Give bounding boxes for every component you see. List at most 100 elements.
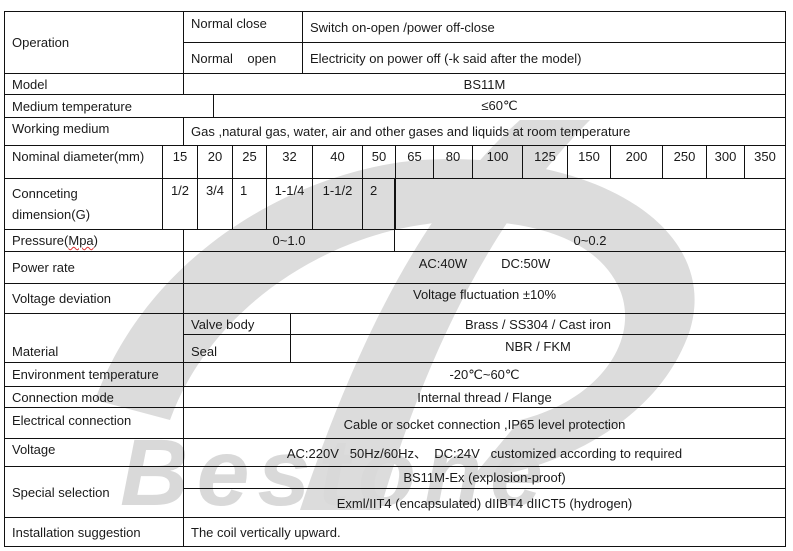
medium-temperature-value: ≤60℃	[213, 94, 786, 118]
label-unit: Mpa	[68, 233, 94, 248]
nominal-diameter-cell: 40	[312, 145, 363, 179]
nominal-diameter-cell: 250	[662, 145, 707, 179]
nominal-diameter-cell: 20	[197, 145, 233, 179]
connecting-dimension-empty	[394, 178, 786, 230]
label-text: Environment temperature	[12, 367, 159, 382]
voltage-deviation-label: Voltage deviation	[4, 283, 184, 314]
installation-label: Installation suggestion	[4, 517, 184, 547]
environment-temperature-value: -20℃~60℃	[183, 362, 786, 387]
voltage-value: AC:220V 50Hz/60Hz、 DC:24V customized acc…	[183, 438, 786, 467]
label-text: Normal open	[191, 50, 277, 66]
value-text: Switch on-open /power off-close	[310, 19, 495, 35]
nominal-diameter-cell: 300	[706, 145, 745, 179]
label-suffix: )	[93, 233, 98, 248]
nominal-diameter-cell: 200	[610, 145, 663, 179]
label-text: Connection mode	[12, 389, 114, 405]
connecting-dimension-cell: 2	[362, 178, 396, 230]
cell-text: 1/2	[170, 183, 190, 198]
normal-close-value: Switch on-open /power off-close	[302, 11, 786, 43]
value-text: ≤60℃	[481, 98, 518, 113]
value-text: Exml/IIT4 (encapsulated) dIIBT4 dIICT5 (…	[336, 495, 633, 511]
cell-text: 250	[673, 149, 696, 164]
watermark-d-shape	[95, 159, 695, 481]
label-text: Nominal diameter(mm)	[12, 149, 145, 164]
label-text: Voltage	[12, 442, 56, 457]
nominal-diameter-label: Nominal diameter(mm)	[4, 145, 163, 179]
cell-text: 3/4	[205, 183, 225, 198]
cell-text: 350	[754, 149, 776, 164]
nominal-diameter-cell: 65	[395, 145, 434, 179]
cell-text: 15	[172, 149, 188, 164]
cell-text: 65	[407, 149, 422, 164]
nominal-diameter-cell: 350	[744, 145, 786, 179]
cell-text: 300	[714, 149, 737, 164]
normal-close-label: Normal close	[183, 11, 303, 43]
environment-temperature-label: Environment temperature	[4, 362, 184, 387]
special-selection-option2: Exml/IIT4 (encapsulated) dIIBT4 dIICT5 (…	[183, 488, 786, 518]
nominal-diameter-cell: 125	[522, 145, 568, 179]
label-text: Voltage deviation	[12, 291, 112, 306]
value-text: BS11M	[463, 76, 506, 92]
nominal-diameter-cell: 80	[433, 145, 473, 179]
cell-text: 20	[207, 149, 223, 164]
label-text: Seal	[191, 344, 218, 359]
pressure-low-value: 0~1.0	[183, 229, 395, 252]
model-value: BS11M	[183, 73, 786, 95]
cell-text: 1-1/2	[322, 183, 353, 198]
power-rate-label: Power rate	[4, 251, 184, 284]
cell-text: 80	[445, 149, 461, 164]
material-label: Material	[4, 313, 184, 363]
value-text: Gas ,natural gas, water, air and other g…	[191, 124, 631, 139]
label-text: Working medium	[12, 121, 110, 136]
valve-body-label: Valve body	[183, 313, 291, 335]
label-text: Material	[12, 344, 59, 359]
cell-text: 2	[370, 183, 378, 198]
pressure-label: Pressure(Mpa)	[4, 229, 184, 252]
pressure-high-value: 0~0.2	[394, 229, 786, 252]
value-text: BS11M-Ex (explosion-proof)	[403, 470, 566, 485]
cell-text: 50	[371, 149, 387, 164]
nominal-diameter-cell: 100	[472, 145, 523, 179]
cell-text: 25	[242, 149, 257, 164]
value-text: -20℃~60℃	[449, 366, 520, 382]
cell-text: 1	[240, 183, 248, 198]
nominal-diameter-cell: 25	[232, 145, 267, 179]
connecting-dimension-cell: 1	[232, 178, 267, 230]
ac-power: AC:40W	[418, 256, 468, 271]
value-text: Electricity on power off (-k said after …	[310, 50, 582, 66]
value-text: AC:220V 50Hz/60Hz、 DC:24V customized acc…	[286, 446, 683, 461]
cell-text: 200	[625, 149, 648, 164]
special-selection-option1: BS11M-Ex (explosion-proof)	[183, 466, 786, 489]
cell-text: 150	[578, 149, 600, 164]
installation-value: The coil vertically upward.	[183, 517, 786, 547]
operation-label: Operation	[4, 11, 184, 74]
working-medium-label: Working medium	[4, 117, 184, 146]
value-text: Brass / SS304 / Cast iron	[465, 316, 611, 332]
label-text-line2: dimension(G)	[12, 207, 91, 222]
medium-temperature-label: Medium temperature	[4, 94, 214, 118]
nominal-diameter-cell: 150	[567, 145, 611, 179]
label-text: Special selection	[12, 484, 110, 500]
working-medium-value: Gas ,natural gas, water, air and other g…	[183, 117, 786, 146]
normal-open-value: Electricity on power off (-k said after …	[302, 42, 786, 74]
connecting-dimension-label: Connceting dimension(G)	[4, 178, 163, 230]
cell-text: 100	[486, 149, 509, 164]
power-rate-value: AC:40W DC:50W	[183, 251, 786, 284]
connecting-dimension-cell: 1-1/4	[266, 178, 313, 230]
nominal-diameter-cell: 15	[162, 145, 198, 179]
value-text: Internal thread / Flange	[417, 389, 552, 405]
connecting-dimension-cell: 1-1/2	[312, 178, 363, 230]
connecting-dimension-cell: 3/4	[197, 178, 233, 230]
label-text: Model	[12, 76, 48, 92]
electrical-connection-label: Electrical connection	[4, 407, 184, 439]
watermark-text: Bestone	[120, 420, 551, 526]
nominal-diameter-cell: 50	[362, 145, 396, 179]
label-text: Electrical connection	[12, 413, 132, 428]
seal-label: Seal	[183, 334, 291, 363]
label-text: Medium temperature	[12, 98, 132, 114]
voltage-deviation-value: Voltage fluctuation ±10%	[183, 283, 786, 314]
nominal-diameter-cell: 32	[266, 145, 313, 179]
model-label: Model	[4, 73, 184, 95]
seal-value: NBR / FKM	[290, 334, 786, 363]
